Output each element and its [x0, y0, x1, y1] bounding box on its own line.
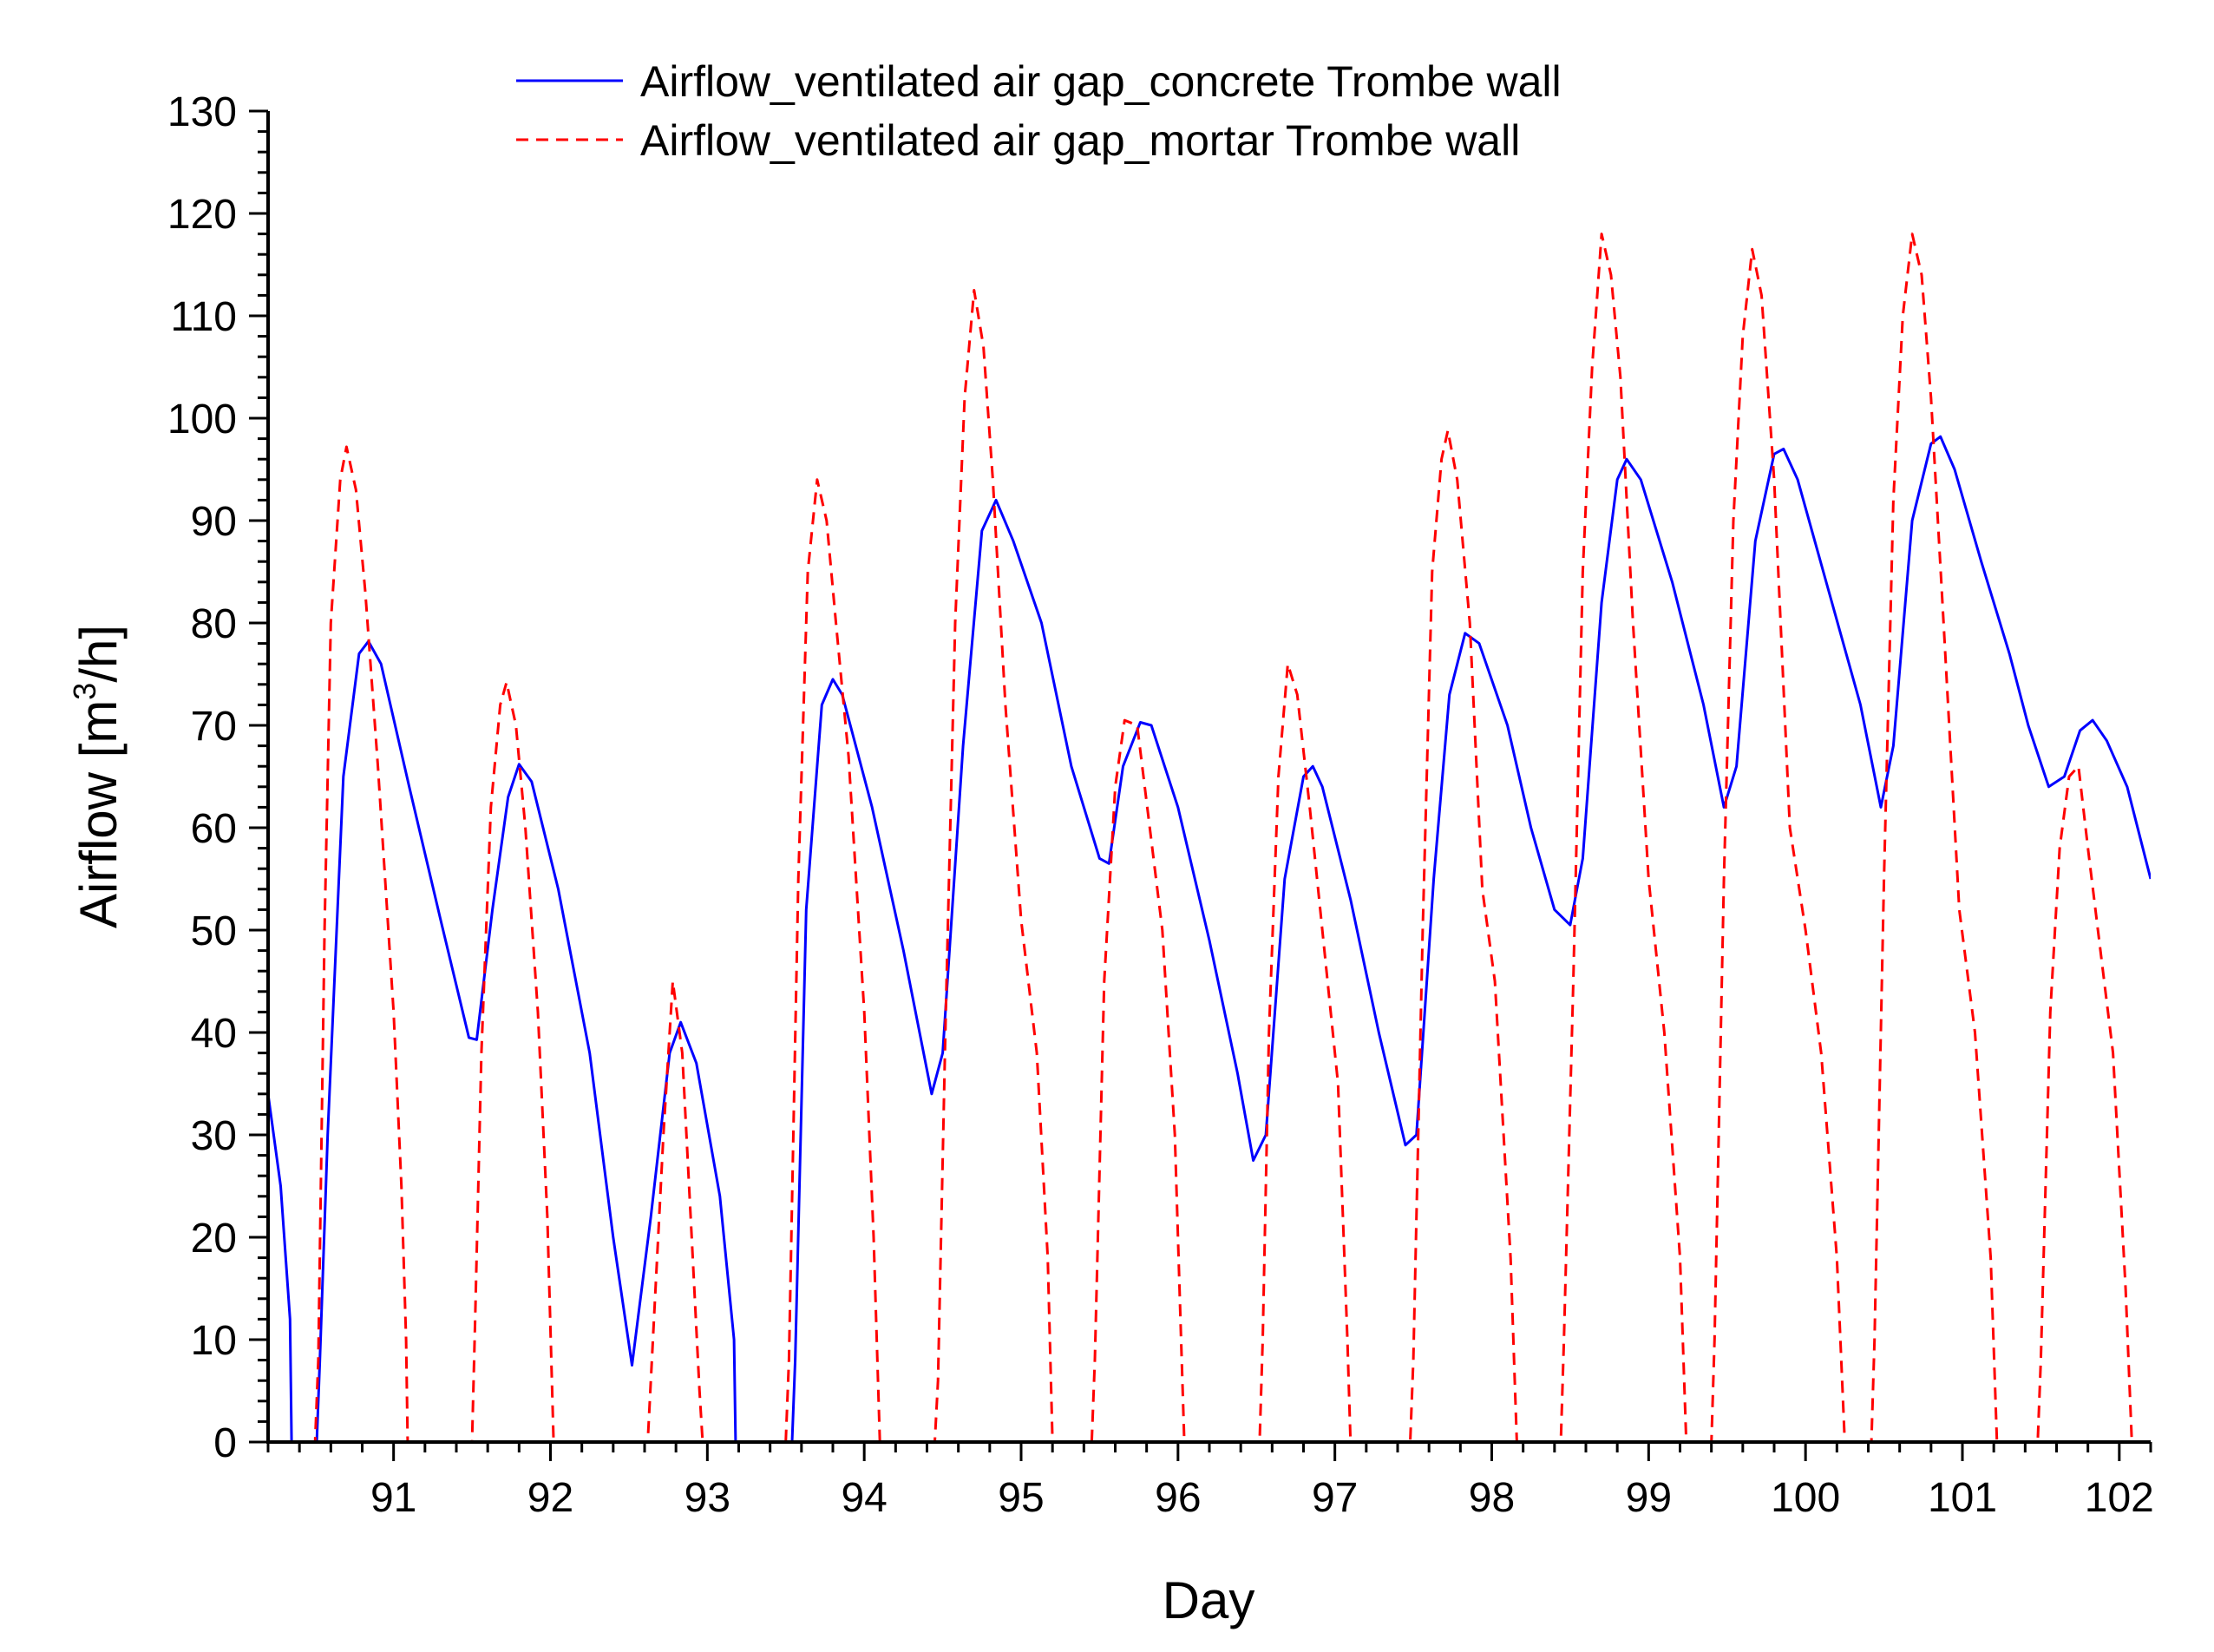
y-tick-label: 130: [167, 89, 237, 135]
y-tick-label: 110: [170, 294, 237, 340]
y-tick-label: 0: [213, 1420, 237, 1466]
legend: Airflow_ventilated air gap_concrete Trom…: [516, 57, 1562, 165]
y-axis-title: Airflow [m3/h]: [67, 625, 128, 928]
y-tick-label: 60: [191, 806, 237, 852]
legend-label-mortar: Airflow_ventilated air gap_mortar Trombe…: [640, 116, 1520, 165]
y-tick-label: 30: [191, 1113, 237, 1159]
legend-label-concrete: Airflow_ventilated air gap_concrete Trom…: [640, 57, 1562, 106]
x-tick-label: 97: [1312, 1475, 1358, 1521]
y-tick-label: 80: [191, 601, 237, 647]
y-tick-label: 50: [191, 908, 237, 954]
y-tick-label: 20: [191, 1216, 237, 1262]
x-tick-label: 98: [1469, 1475, 1515, 1521]
axes: [266, 111, 2151, 1444]
y-tick-label: 70: [191, 704, 237, 750]
x-tick-label: 95: [998, 1475, 1044, 1521]
x-tick-label: 92: [527, 1475, 573, 1521]
x-tick-label: 94: [841, 1475, 887, 1521]
y-axis-title-superscript: 3: [67, 683, 102, 700]
y-axis-title-tail: /h]: [69, 625, 128, 683]
x-tick-label: 102: [2085, 1475, 2154, 1521]
y-tick-label: 100: [167, 397, 237, 442]
series-line-concrete: [268, 435, 2151, 1442]
y-axis-title-main: Airflow [m: [69, 700, 128, 928]
series-line-mortar: [268, 233, 2151, 1442]
y-tick-label: 90: [191, 499, 237, 545]
x-ticks: 91 92 93 94 95 96 97 98 99 100 101 102: [266, 1442, 2154, 1521]
y-tick-label: 120: [167, 192, 237, 238]
x-tick-label: 93: [685, 1475, 730, 1521]
series-layer: [268, 233, 2151, 1442]
x-tick-label: 96: [1155, 1475, 1201, 1521]
x-tick-label: 91: [370, 1475, 416, 1521]
x-axis-title: Day: [1163, 1571, 1255, 1629]
x-tick-label: 99: [1626, 1475, 1672, 1521]
y-tick-label: 10: [191, 1318, 237, 1364]
y-tick-label: 40: [191, 1011, 237, 1057]
x-tick-label: 101: [1928, 1475, 1997, 1521]
y-ticks: 0 10 20 30 40 50 60 70 80 90 100 110 120 130: [167, 89, 268, 1466]
x-tick-label: 100: [1771, 1475, 1840, 1521]
